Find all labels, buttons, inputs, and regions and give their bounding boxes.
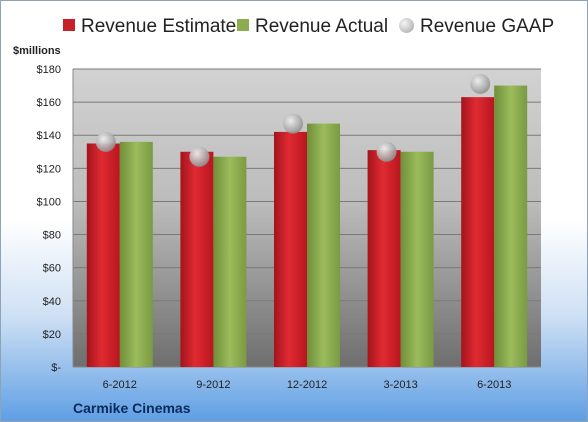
x-tick-label: 9-2012 [196, 379, 230, 391]
y-tick-label: $120 [37, 163, 61, 175]
y-tick-label: $- [51, 362, 61, 374]
legend-swatch-actual [237, 19, 249, 31]
y-tick-label: $60 [43, 263, 61, 275]
marker-revenue-gaap [283, 113, 303, 134]
marker-revenue-gaap [376, 141, 397, 162]
bar-revenue-estimate [274, 131, 307, 367]
bar-revenue-actual [307, 123, 340, 367]
x-tick-label: 6-2012 [103, 379, 137, 391]
y-tick-label: $180 [37, 64, 61, 76]
y-tick-label: $140 [37, 130, 61, 142]
marker-revenue-gaap [189, 146, 210, 167]
bar-revenue-actual [119, 141, 153, 367]
legend-label-estimate: Revenue Estimate [81, 16, 237, 37]
legend: Revenue Estimate Revenue Actual Revenue … [1, 1, 588, 45]
bar-revenue-actual [494, 85, 528, 368]
bar-revenue-estimate [180, 151, 214, 367]
marker-revenue-gaap [470, 73, 491, 94]
x-tick-label: 12-2012 [287, 379, 327, 391]
bar-revenue-actual [213, 156, 247, 367]
y-tick-label: $40 [43, 296, 61, 308]
legend-item-actual: Revenue Actual [237, 16, 388, 38]
bar-revenue-estimate [86, 143, 120, 367]
legend-label-actual: Revenue Actual [255, 16, 389, 37]
x-tick-label: 6-2013 [477, 379, 511, 391]
y-tick-label: $20 [43, 329, 61, 341]
y-tick-label: $100 [37, 196, 61, 208]
bar-revenue-estimate [367, 150, 401, 367]
legend-swatch-gaap [399, 18, 414, 33]
y-tick-label: $80 [43, 230, 61, 242]
company-name: Carmike Cinemas [73, 400, 191, 416]
y-tick-label: $160 [37, 97, 61, 109]
x-tick-label: 3-2013 [383, 379, 417, 391]
y-axis-unit-label: $millions [13, 45, 61, 57]
legend-item-gaap: Revenue GAAP [399, 16, 554, 38]
legend-label-gaap: Revenue GAAP [420, 16, 555, 37]
bar-revenue-actual [400, 151, 434, 367]
bar-revenue-estimate [461, 97, 495, 368]
legend-swatch-estimate [63, 19, 75, 31]
legend-item-estimate: Revenue Estimate [63, 16, 236, 38]
marker-revenue-gaap [95, 131, 116, 152]
